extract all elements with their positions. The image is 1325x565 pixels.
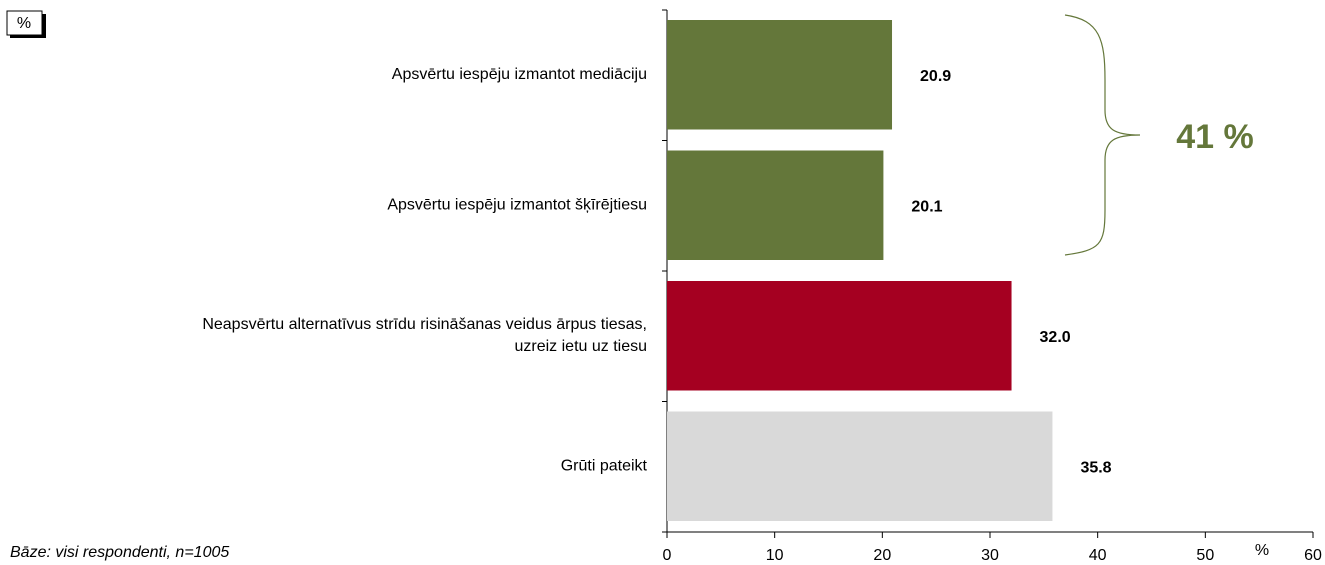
footnote: Bāze: visi respondenti, n=1005 [10, 544, 229, 561]
unit-box [6, 10, 43, 36]
bar [667, 150, 884, 260]
bar [667, 411, 1053, 521]
unit-box-label: % [17, 15, 31, 32]
x-tick-label: 10 [766, 547, 784, 564]
x-tick-label: 50 [1196, 547, 1214, 564]
x-unit-label: % [1255, 542, 1269, 559]
x-tick-label: 0 [663, 547, 672, 564]
category-label: Grūti pateikt [561, 457, 648, 474]
x-tick-label: 20 [873, 547, 891, 564]
category-label: Apsvērtu iespēju izmantot mediāciju [392, 66, 647, 83]
value-label: 20.1 [911, 198, 942, 215]
group-brace [1064, 14, 1141, 256]
x-tick-label: 40 [1089, 547, 1107, 564]
group-annotation: 41 % [1176, 118, 1254, 156]
category-label: Neapsvērtu alternatīvus strīdu risināšan… [202, 316, 647, 355]
value-label: 20.9 [920, 68, 951, 85]
x-tick-label: 30 [981, 547, 999, 564]
value-label: 35.8 [1080, 459, 1111, 476]
x-tick-label: 60 [1304, 547, 1322, 564]
bar [667, 20, 893, 130]
bar [667, 281, 1012, 391]
value-label: 32.0 [1040, 329, 1071, 346]
category-label: Apsvērtu iespēju izmantot šķīrējtiesu [387, 196, 647, 213]
